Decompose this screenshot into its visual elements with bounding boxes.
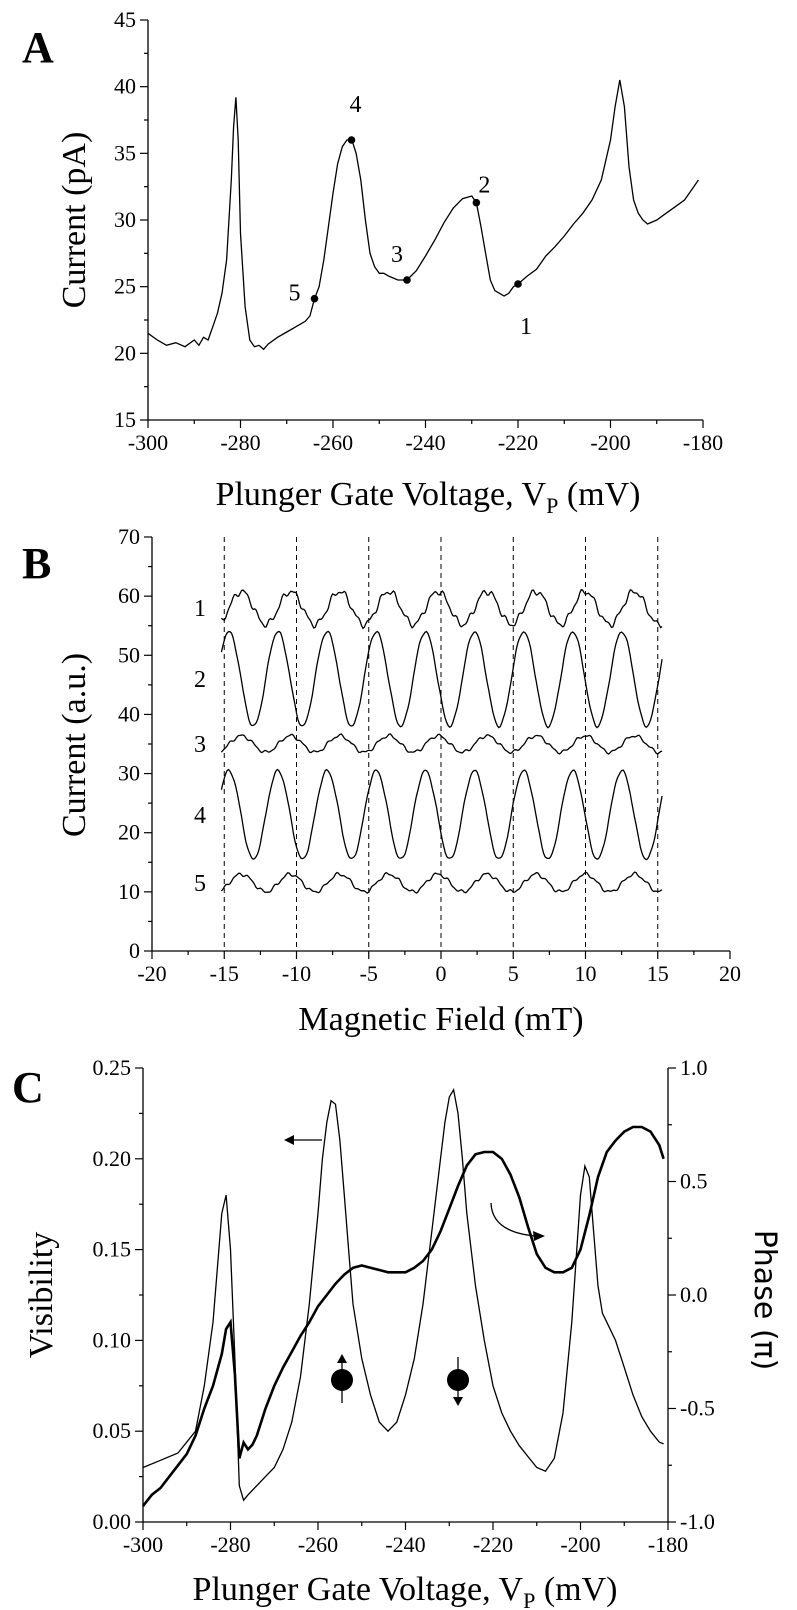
panel-a-label: A (22, 23, 54, 72)
trace-5 (220, 871, 663, 894)
x-tick-label: 0 (436, 961, 447, 986)
y-tick-label: 60 (118, 583, 140, 608)
spin-up-arrow-icon (337, 1354, 347, 1363)
x-axis-title: Plunger Gate Voltage, VP (mV) (216, 476, 641, 518)
y-tick-label: 30 (114, 207, 136, 232)
x-tick-label: -260 (313, 430, 353, 455)
y-tick-label: 0.15 (93, 1237, 132, 1262)
trace-3 (220, 733, 663, 755)
x-tick-label: -280 (210, 1532, 250, 1557)
panel-b-chart: B -20 -15 -10 -5 0 5 10 15 20 0 10 20 30 40 50 60 70 1 2 3 4 5… (22, 524, 741, 1038)
x-tick-label: 10 (575, 961, 597, 986)
marker-point-2 (472, 198, 481, 207)
y-axis-title: Current (pA) (56, 132, 93, 309)
y2-tick-label: 0.5 (680, 1169, 708, 1194)
trace-label-5: 5 (194, 871, 206, 897)
x-tick-label: -300 (128, 430, 168, 455)
x-tick-label: -200 (560, 1532, 600, 1557)
phase-trace (141, 1125, 665, 1507)
marker-point-3 (403, 276, 411, 284)
trace-1 (220, 588, 663, 630)
x-tick-label: -180 (648, 1532, 688, 1557)
x-tick-label: -300 (123, 1532, 163, 1557)
panel-b-label: B (22, 539, 51, 588)
x-axis-title: Plunger Gate Voltage, VP (mV) (193, 1571, 618, 1610)
visibility-trace (142, 1087, 664, 1502)
trace-label-1: 1 (194, 596, 206, 622)
y-axis-title: Visibility (23, 1232, 60, 1358)
x-tick-label: -180 (683, 430, 723, 455)
marker-point-4 (347, 136, 356, 144)
y2-tick-label: -0.5 (680, 1396, 715, 1421)
y-axis-title: Current (a.u.) (56, 653, 93, 837)
y-tick-label: 35 (114, 140, 136, 165)
marker-label-1: 1 (520, 314, 532, 340)
marker-label-4: 4 (350, 92, 362, 118)
x-tick-label: 15 (647, 961, 669, 986)
y-tick-label: 0.10 (93, 1327, 132, 1352)
panel-a-chart: A-300 -280 -260 -240 -220 -200 -18015202530354… (22, 7, 723, 518)
y-tick-label: 40 (118, 701, 140, 726)
spin-down-arrow-icon (453, 1397, 463, 1406)
y-tick-label: 20 (114, 340, 136, 365)
trace-label-4: 4 (194, 803, 206, 829)
marker-label-2: 2 (478, 173, 490, 199)
marker-label-5: 5 (289, 281, 301, 307)
x-tick-label: 5 (508, 961, 519, 986)
y-tick-label: 25 (114, 274, 136, 299)
x-tick-label: -240 (385, 1532, 425, 1557)
panel-c-label: C (12, 1063, 44, 1112)
y2-tick-label: -1.0 (680, 1509, 715, 1534)
y-tick-label: 20 (118, 820, 140, 845)
x-tick-label: -20 (137, 961, 166, 986)
x-tick-label: 20 (719, 961, 741, 986)
current-trace (147, 79, 699, 351)
x-axis-title: Magnetic Field (mT) (298, 1001, 583, 1038)
left-arrow-head (284, 1135, 294, 1145)
y-tick-label: 45 (114, 7, 136, 32)
marker-point-5 (310, 294, 319, 303)
trace-4 (220, 768, 663, 861)
y-tick-label: 0.00 (93, 1509, 132, 1534)
y-tick-label: 0.05 (93, 1418, 132, 1443)
x-tick-label: -260 (298, 1532, 338, 1557)
marker-point-1 (514, 280, 522, 288)
y-tick-label: 10 (118, 879, 140, 904)
y-tick-label: 50 (118, 642, 140, 667)
y-tick-label: 40 (114, 74, 136, 99)
panel-c-chart: C -300 -280 -260 -240 -220 -200 -180 0.00 0.05 0.1… (12, 1055, 782, 1610)
y-tick-label: 70 (118, 524, 140, 549)
trace-label-3: 3 (194, 732, 206, 758)
y2-tick-label: 1.0 (680, 1055, 708, 1080)
x-tick-label: -10 (282, 961, 311, 986)
y2-axis-title: Phase (π) (747, 1230, 782, 1371)
trace-2 (220, 630, 663, 729)
y-tick-label: 0.20 (93, 1146, 132, 1171)
x-tick-label: -15 (210, 961, 239, 986)
x-tick-label: -280 (220, 430, 260, 455)
curved-arrow-head (533, 1231, 545, 1241)
trace-label-2: 2 (194, 667, 206, 693)
curved-arrow-shaft (490, 1202, 536, 1237)
x-tick-label: -220 (498, 430, 538, 455)
x-tick-label: -5 (360, 961, 378, 986)
x-tick-label: -220 (473, 1532, 513, 1557)
y-tick-label: 30 (118, 761, 140, 786)
y-tick-label: 0 (129, 938, 140, 963)
y-tick-label: 15 (114, 407, 136, 432)
x-tick-label: -240 (405, 430, 445, 455)
y2-tick-label: 0.0 (680, 1282, 708, 1307)
marker-label-3: 3 (391, 242, 403, 268)
y-tick-label: 0.25 (93, 1055, 132, 1080)
x-tick-label: -200 (590, 430, 630, 455)
